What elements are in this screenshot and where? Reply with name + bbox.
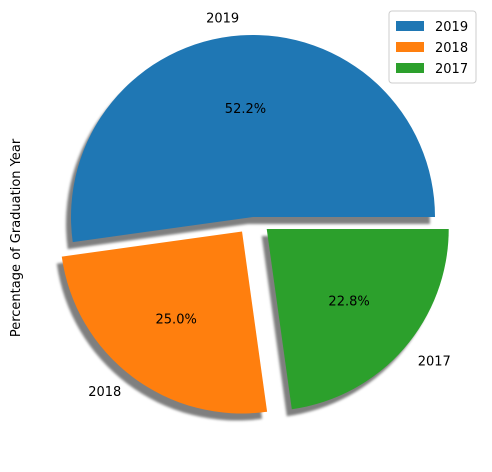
pie-slices	[61, 35, 449, 414]
percent-label-2018: 25.0%	[156, 313, 197, 328]
percent-label-2019: 52.2%	[225, 102, 266, 117]
legend-swatch-2018	[396, 42, 424, 52]
legend-label-2018: 2018	[435, 41, 468, 56]
percent-label-2017: 22.8%	[328, 295, 369, 310]
legend: 2019 2018 2017	[388, 10, 477, 84]
category-label-2019: 2019	[206, 11, 239, 26]
legend-swatch-2017	[396, 63, 424, 73]
legend-label-2017: 2017	[435, 62, 468, 77]
legend-label-2019: 2019	[435, 20, 468, 35]
category-label-2018: 2018	[88, 385, 121, 400]
y-axis-label: Percentage of Graduation Year	[9, 138, 24, 337]
legend-swatch-2019	[396, 21, 424, 31]
pie-slice-2017	[266, 228, 449, 410]
category-label-2017: 2017	[418, 354, 451, 369]
pie-slice-2018	[61, 231, 268, 414]
pie-slice-2019	[71, 35, 436, 243]
pie-labels: 2019 52.2% 2018 25.0% 2017 22.8%	[88, 11, 451, 400]
